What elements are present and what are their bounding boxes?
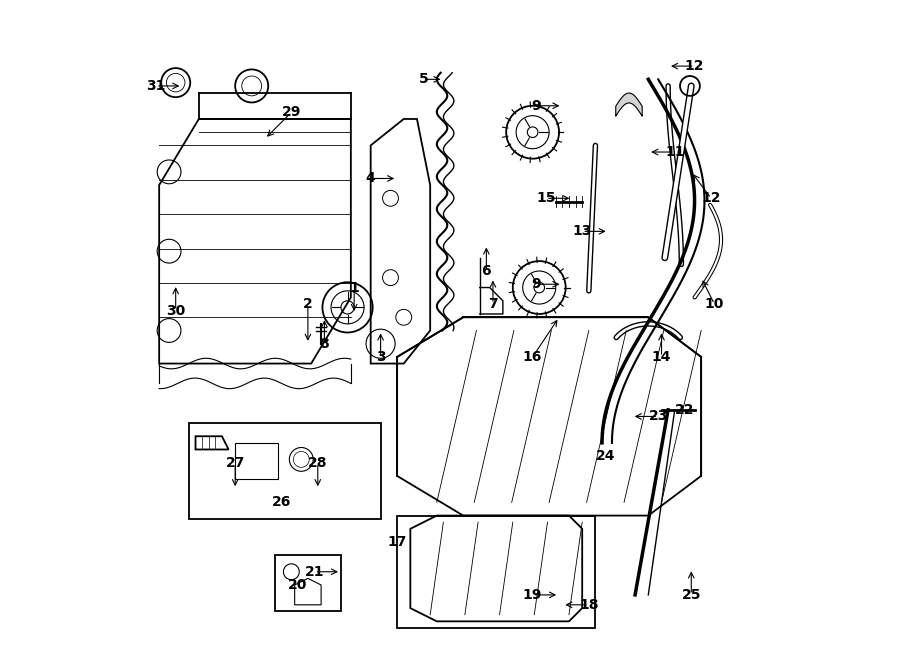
Text: 19: 19 [523, 588, 543, 602]
Text: 6: 6 [482, 264, 491, 278]
Text: 20: 20 [288, 578, 308, 592]
Text: 12: 12 [685, 59, 705, 73]
Text: 30: 30 [166, 303, 185, 318]
Text: 7: 7 [488, 297, 498, 311]
Text: 16: 16 [523, 350, 543, 364]
Text: 12: 12 [701, 191, 721, 206]
Text: 25: 25 [681, 588, 701, 602]
Text: 10: 10 [705, 297, 725, 311]
Text: 21: 21 [305, 564, 324, 579]
Text: 9: 9 [531, 98, 541, 113]
Text: 26: 26 [272, 495, 291, 510]
Text: 4: 4 [365, 171, 375, 186]
Text: 8: 8 [320, 336, 329, 351]
Text: 31: 31 [146, 79, 166, 93]
Text: 14: 14 [652, 350, 671, 364]
Text: 22: 22 [675, 403, 695, 417]
Text: 17: 17 [387, 535, 407, 549]
Text: 28: 28 [308, 455, 328, 470]
Text: 1: 1 [349, 280, 359, 295]
Text: 9: 9 [531, 277, 541, 292]
Text: 24: 24 [596, 449, 615, 463]
Text: 2: 2 [303, 297, 313, 311]
Text: 18: 18 [579, 598, 599, 612]
Text: 11: 11 [665, 145, 685, 159]
Text: 23: 23 [649, 409, 668, 424]
Text: 15: 15 [536, 191, 555, 206]
Text: 3: 3 [376, 350, 385, 364]
Text: 29: 29 [282, 105, 301, 120]
Text: 13: 13 [572, 224, 592, 239]
Text: 5: 5 [418, 72, 428, 87]
Text: 27: 27 [226, 455, 245, 470]
